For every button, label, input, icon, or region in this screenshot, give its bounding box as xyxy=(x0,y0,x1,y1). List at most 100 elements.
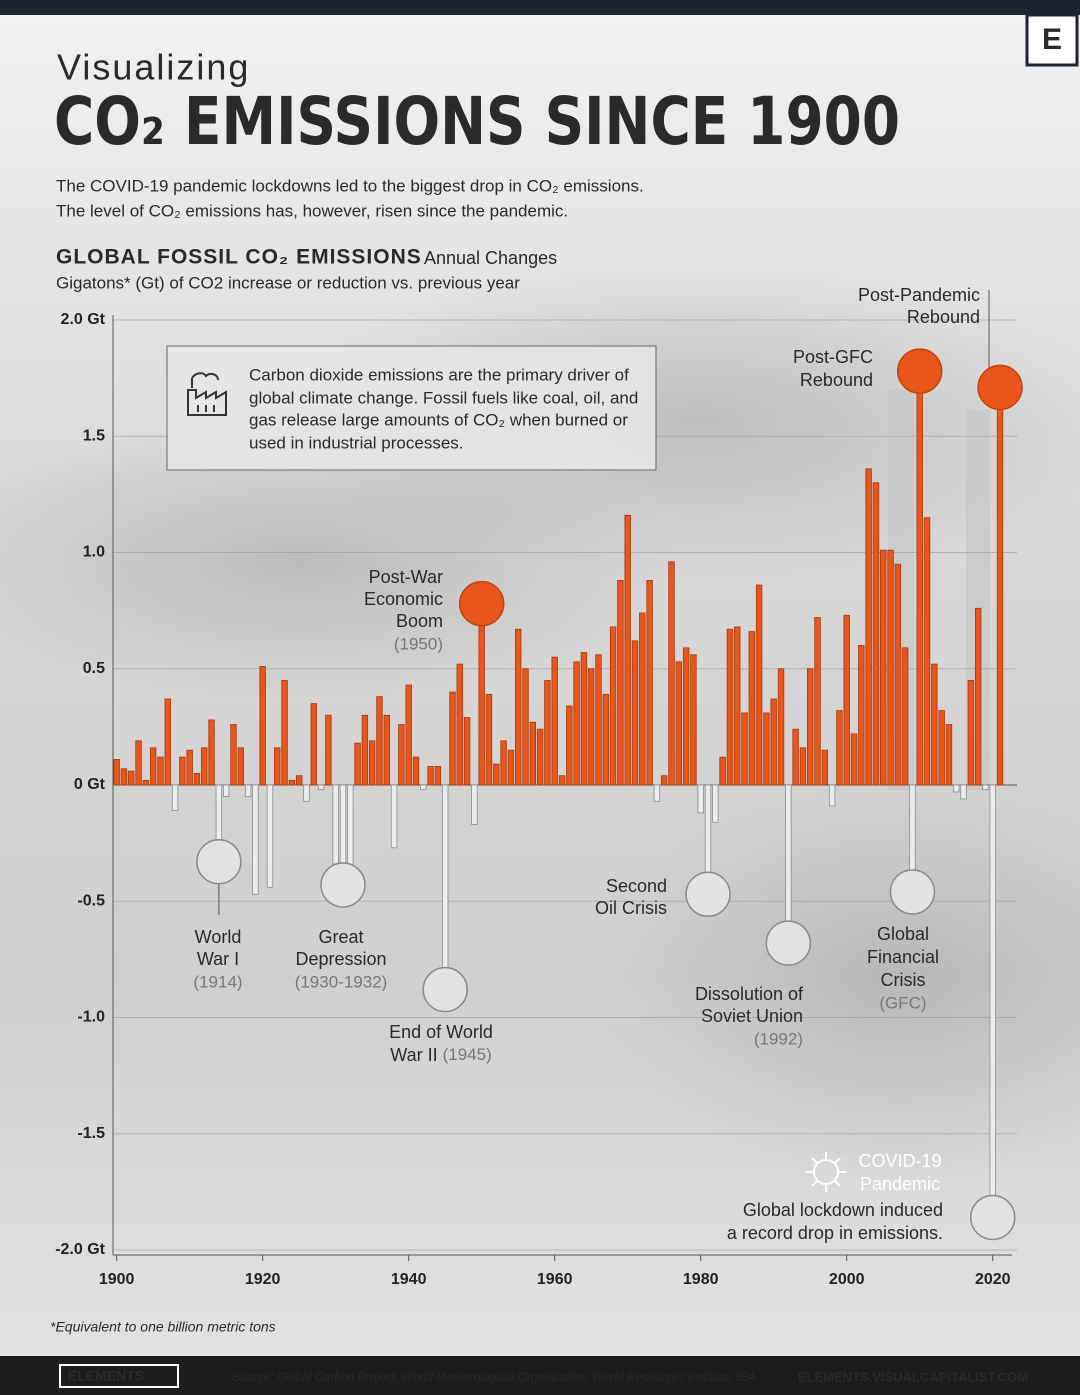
annotation: Post-War xyxy=(369,567,443,587)
annotation-line: War II xyxy=(390,1045,437,1065)
bar xyxy=(171,784,179,811)
bar xyxy=(208,719,215,786)
bar xyxy=(303,784,310,802)
bar xyxy=(726,628,734,786)
bar xyxy=(230,724,237,786)
bar xyxy=(974,607,982,786)
bar xyxy=(164,698,171,786)
bar xyxy=(631,640,639,786)
bar xyxy=(755,584,763,786)
bar xyxy=(617,580,624,786)
bar xyxy=(661,775,668,786)
bar xyxy=(361,714,369,786)
bar xyxy=(295,775,303,786)
bar xyxy=(777,668,785,786)
bar xyxy=(449,691,456,786)
bar xyxy=(814,617,821,786)
factory-icon xyxy=(187,372,227,416)
annotation-period: (1914) xyxy=(193,972,242,991)
cloud xyxy=(0,420,680,700)
bar xyxy=(281,679,288,786)
annotation: Crisis xyxy=(881,970,926,990)
annotation: Post-Pandemic xyxy=(858,285,980,305)
bar xyxy=(609,626,617,786)
x-tick-label: 2000 xyxy=(829,1271,865,1288)
bar xyxy=(748,631,756,786)
bar xyxy=(405,684,412,786)
y-tick-label: -0.5 xyxy=(77,892,105,909)
y-tick-label: -1.0 xyxy=(77,1009,105,1026)
annotation-note: a record drop in emissions. xyxy=(727,1223,943,1243)
bar xyxy=(588,668,595,786)
bar xyxy=(120,768,128,786)
bar xyxy=(368,740,376,786)
annotation: Great xyxy=(318,927,363,947)
bar xyxy=(507,749,515,786)
bar xyxy=(770,698,777,786)
bar xyxy=(135,740,142,786)
bar xyxy=(799,747,807,786)
bar xyxy=(551,656,558,786)
brand-box xyxy=(59,1364,179,1388)
bar xyxy=(514,628,522,786)
bar xyxy=(646,580,653,786)
bar xyxy=(741,712,748,786)
x-tick-label: 1900 xyxy=(99,1271,135,1288)
bar xyxy=(252,784,259,895)
url: ELEMENTS.VISUALCAPITALIST.COM xyxy=(798,1369,1028,1384)
logo-box xyxy=(1025,13,1079,67)
info-text: gas release large amounts of CO₂ when bu… xyxy=(249,410,628,429)
bar xyxy=(354,742,361,786)
bar xyxy=(493,763,500,786)
bar xyxy=(237,747,244,786)
x-tick-label: 1920 xyxy=(245,1271,281,1288)
bar xyxy=(967,679,975,786)
bar xyxy=(128,770,135,786)
annotation: Soviet Union xyxy=(701,1006,803,1026)
bar xyxy=(792,728,799,786)
y-axis-label: Gigatons* (Gt) of CO2 increase or reduct… xyxy=(56,273,520,292)
annotation: World xyxy=(195,927,242,947)
x-tick-label: 1960 xyxy=(537,1271,573,1288)
bar xyxy=(390,784,398,849)
source: Source: Global Carbon Project, World Met… xyxy=(232,1370,756,1384)
highlight-marker xyxy=(458,580,505,627)
subtitle: The COVID-19 pandemic lockdowns led to t… xyxy=(56,176,644,195)
annotation: COVID-19 xyxy=(858,1151,941,1171)
bar xyxy=(383,714,390,786)
bar xyxy=(113,759,120,786)
bar xyxy=(310,703,317,786)
annotation-period: (1930-1932) xyxy=(295,972,388,991)
bar xyxy=(544,679,551,786)
bar xyxy=(953,784,960,793)
bar xyxy=(690,654,697,786)
annotation: Second xyxy=(606,876,667,896)
annotation: Depression xyxy=(295,949,386,969)
bar xyxy=(872,482,880,786)
bar xyxy=(347,784,354,867)
bar xyxy=(828,784,836,807)
bar xyxy=(602,693,610,786)
footnote: *Equivalent to one billion metric tons xyxy=(50,1319,276,1335)
bar xyxy=(274,747,281,786)
annotation: Economic xyxy=(364,589,443,609)
virus-icon xyxy=(806,1152,846,1192)
bar xyxy=(624,514,631,786)
y-tick-label: -1.5 xyxy=(77,1125,105,1142)
bar xyxy=(682,647,690,786)
bar xyxy=(821,749,829,786)
bar xyxy=(259,666,266,786)
bar xyxy=(923,517,931,786)
bar xyxy=(463,717,471,786)
bar xyxy=(325,714,332,786)
info-text: used in industrial processes. xyxy=(249,433,464,452)
annotation: War II (1945) xyxy=(390,1045,492,1065)
annotation: Post-GFC xyxy=(793,347,873,367)
bar xyxy=(894,563,902,786)
annotation-period: (1950) xyxy=(394,634,443,653)
bar xyxy=(332,784,339,865)
annotation: War I xyxy=(197,949,239,969)
bar xyxy=(398,724,405,786)
bar xyxy=(916,370,923,786)
